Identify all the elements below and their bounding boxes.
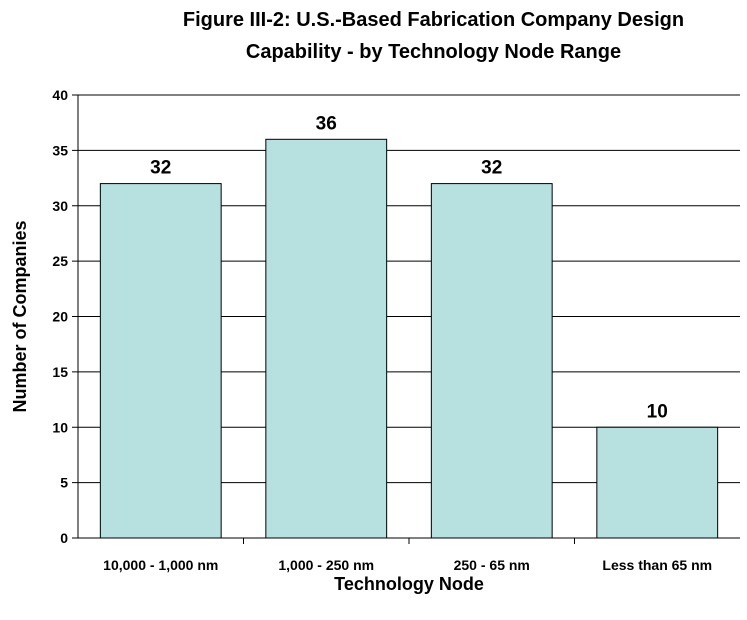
y-tick-label: 20 — [52, 309, 68, 325]
y-tick-label: 10 — [52, 419, 68, 435]
x-tick-label: 10,000 - 1,000 nm — [103, 557, 218, 573]
bar — [596, 426, 719, 539]
x-tick-label: 1,000 - 250 nm — [278, 557, 374, 573]
y-tick-label: 0 — [60, 530, 68, 546]
x-tick-label: 250 - 65 nm — [454, 557, 530, 573]
x-tick-label: Less than 65 nm — [602, 557, 712, 573]
bar — [265, 138, 388, 539]
bar — [99, 183, 222, 539]
data-label: 36 — [316, 113, 337, 134]
y-tick-label: 15 — [52, 364, 68, 380]
data-label: 32 — [150, 158, 171, 179]
data-label: 10 — [647, 401, 668, 422]
bar — [430, 183, 553, 539]
chart-title-line-1: Figure III-2: U.S.-Based Fabrication Com… — [182, 9, 685, 31]
y-tick-label: 35 — [52, 142, 68, 158]
y-tick-label: 30 — [52, 198, 68, 214]
y-tick-label: 40 — [52, 87, 68, 103]
y-tick-label: 25 — [52, 253, 68, 269]
y-axis-title: Number of Companies — [10, 220, 30, 412]
y-tick-label: 5 — [60, 475, 68, 491]
chart-title-line-2: Capability - by Technology Node Range — [245, 41, 622, 63]
x-axis-title: Technology Node — [334, 574, 484, 594]
data-label: 32 — [481, 158, 502, 179]
